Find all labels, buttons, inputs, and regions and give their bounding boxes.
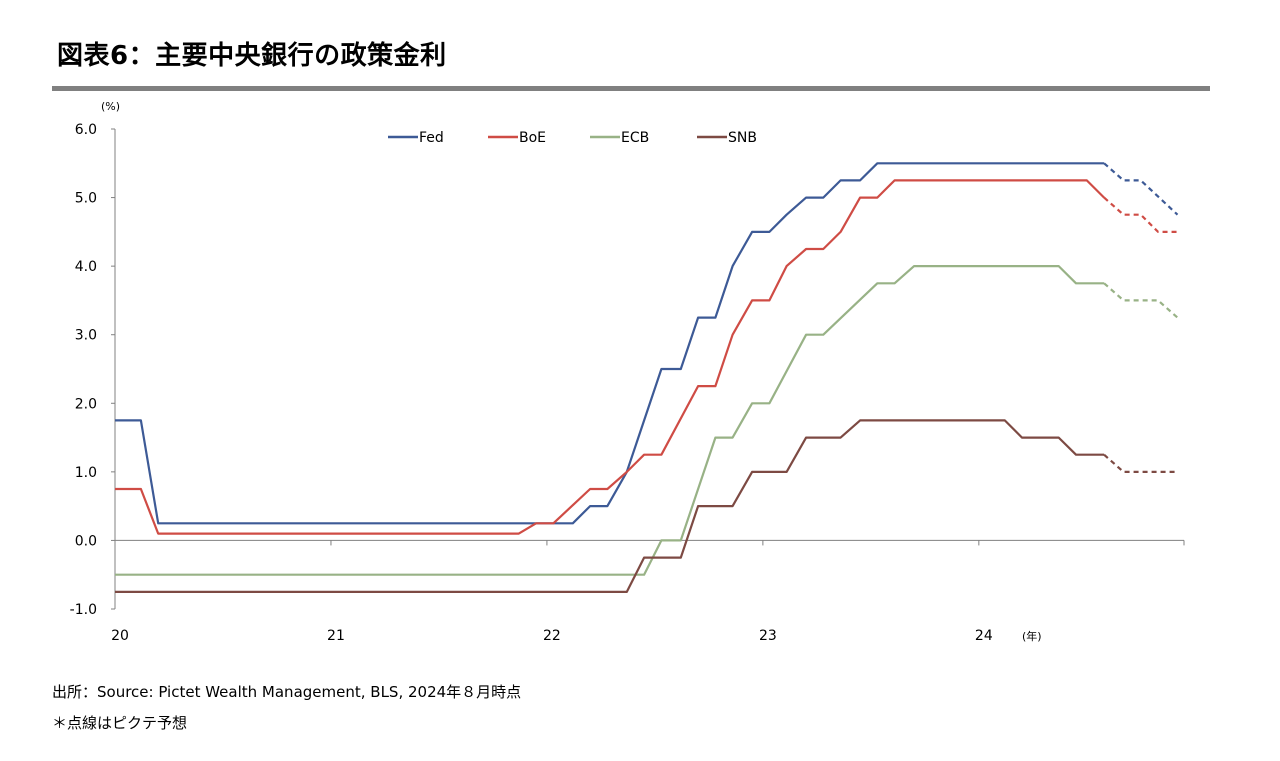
x-tick-label: 20 xyxy=(111,628,129,644)
y-tick-label: 2.0 xyxy=(75,396,97,412)
series-line-snb xyxy=(115,419,1105,594)
y-axis-unit: (%) xyxy=(101,100,120,113)
y-tick-label: 4.0 xyxy=(75,259,97,275)
source-footnote: 出所：Source: Pictet Wealth Management, BLS… xyxy=(52,683,522,701)
page-title: 図表6：主要中央銀行の政策金利 xyxy=(57,41,447,71)
forecast-footnote: ＊点線はピクテ予想 xyxy=(52,714,188,732)
series-forecast-boe xyxy=(1103,196,1178,233)
x-tick-label: 23 xyxy=(759,628,777,644)
y-tick-label: 3.0 xyxy=(75,328,97,344)
y-tick-label: -1.0 xyxy=(70,602,97,618)
series-forecast-snb xyxy=(1103,453,1178,473)
series-line-boe xyxy=(115,179,1105,535)
chart-legend: Fed BoE ECB SNB xyxy=(388,130,757,146)
series-line-fed xyxy=(115,162,1105,525)
series-line-ecb xyxy=(115,265,1105,576)
x-tick-label: 21 xyxy=(327,628,345,644)
legend-label-boe: BoE xyxy=(519,130,546,146)
x-tick-label: 22 xyxy=(543,628,561,644)
y-tick-label: 5.0 xyxy=(75,191,97,207)
legend-label-snb: SNB xyxy=(728,130,757,146)
policy-rate-chart: 6.0 5.0 4.0 3.0 2.0 1.0 0.0 -1.0 (%) 20 21 22 23 24 (年… xyxy=(70,100,1185,644)
x-axis-unit: (年) xyxy=(1022,629,1042,643)
series-forecast-ecb xyxy=(1103,282,1179,319)
y-tick-label: 6.0 xyxy=(75,122,97,138)
y-tick-label: 0.0 xyxy=(75,533,97,549)
series-forecast-fed xyxy=(1103,162,1179,216)
y-tick-label: 1.0 xyxy=(75,465,97,481)
chart-series xyxy=(115,162,1179,594)
x-tick-label: 24 xyxy=(975,628,993,644)
legend-label-fed: Fed xyxy=(419,130,444,146)
legend-label-ecb: ECB xyxy=(621,130,649,146)
chart-axes: 6.0 5.0 4.0 3.0 2.0 1.0 0.0 -1.0 (%) 20 21 22 23 24 (年… xyxy=(70,100,1185,644)
title-rule xyxy=(52,86,1210,91)
